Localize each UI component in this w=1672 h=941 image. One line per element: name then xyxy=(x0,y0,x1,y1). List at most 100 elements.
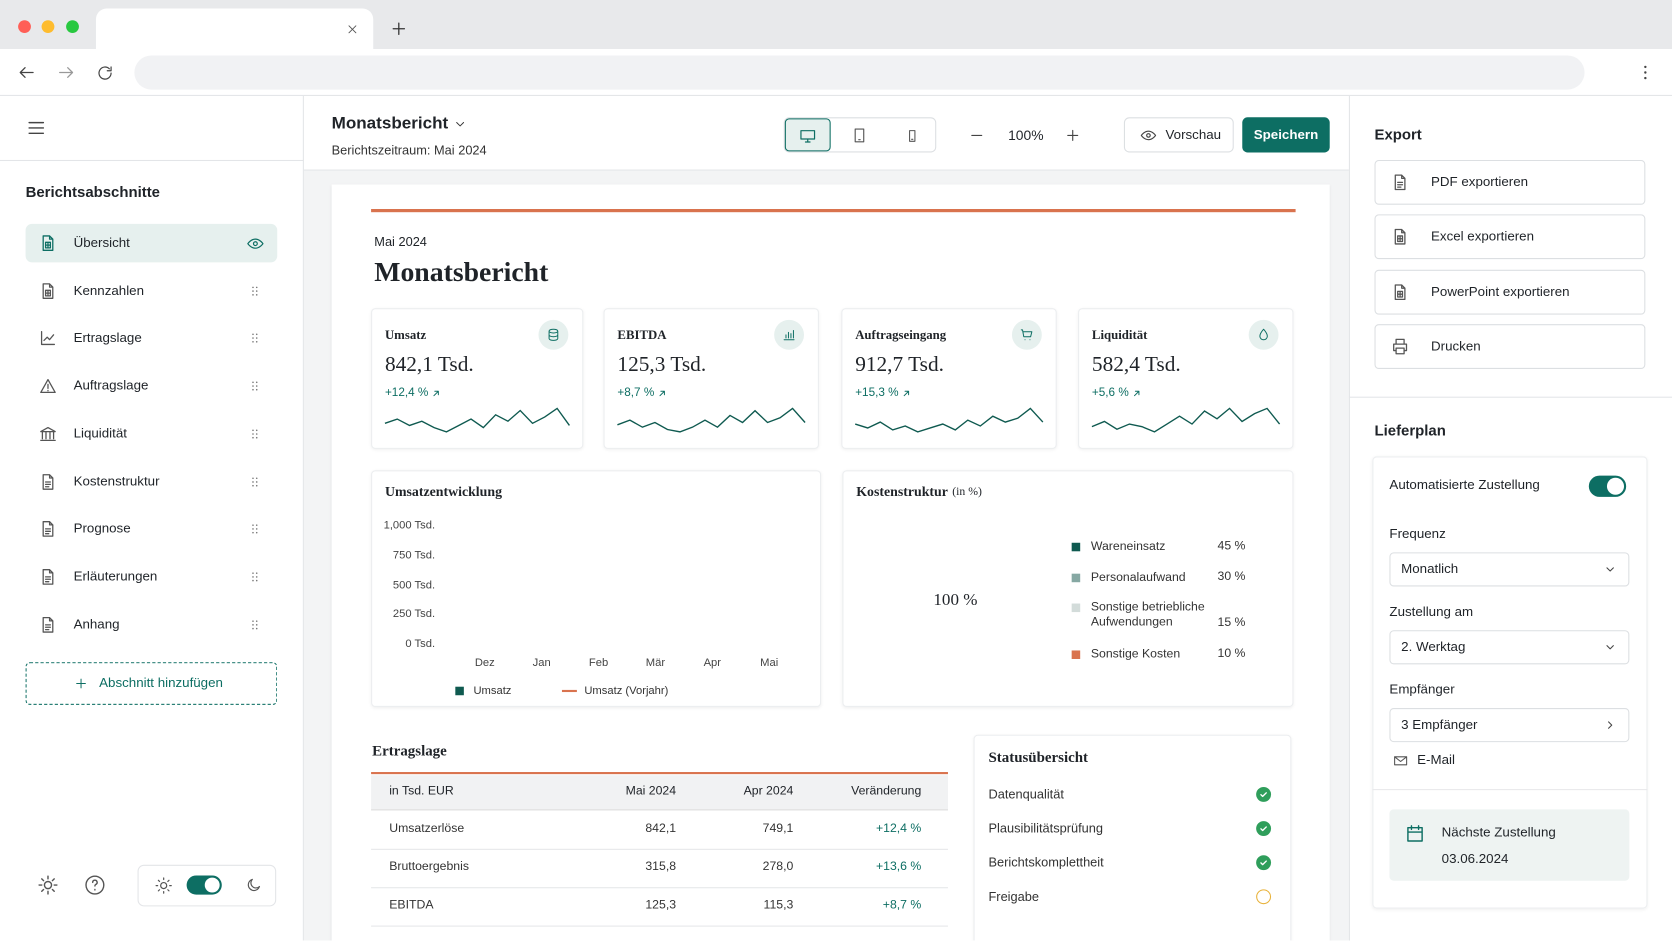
drag-handle xyxy=(252,476,258,486)
kpi-change: +15,3 % xyxy=(855,386,899,400)
panel-title: Lieferplan xyxy=(1374,421,1446,439)
zoom-level: 100% xyxy=(1008,127,1044,144)
window-control[interactable] xyxy=(66,20,79,34)
kpi-icon-bg xyxy=(1011,319,1042,350)
nav-icon-shape xyxy=(42,473,54,490)
kpi-change: +8,7 % xyxy=(617,386,655,400)
x-tick-label: Mär xyxy=(645,656,666,670)
kpi-label: EBITDA xyxy=(617,327,667,343)
export-button[interactable] xyxy=(1374,269,1646,315)
theme-switch-box xyxy=(137,864,277,907)
window-control[interactable] xyxy=(18,20,31,34)
calendar-icon xyxy=(1407,825,1423,842)
nav-item[interactable] xyxy=(26,319,278,357)
kpi-icon-bg xyxy=(774,319,805,350)
export-button[interactable] xyxy=(1374,324,1646,369)
select-value: Monatlich xyxy=(1401,561,1459,577)
trend-arrow-shape xyxy=(1133,390,1140,397)
calendar-icon-shape xyxy=(1407,825,1423,842)
export-button[interactable] xyxy=(1374,159,1646,205)
column-header: Mai 2024 xyxy=(625,784,677,798)
nav-item[interactable] xyxy=(26,510,278,548)
nav-icon xyxy=(40,379,56,394)
next-delivery xyxy=(1389,809,1630,881)
select-chevron xyxy=(1606,645,1614,650)
divider xyxy=(0,159,304,162)
select-chevron-shape xyxy=(1606,645,1614,650)
nav-item[interactable] xyxy=(26,415,278,453)
legend-label: Sonstige betriebliche Aufwendungen xyxy=(1090,601,1205,630)
select-field[interactable] xyxy=(1389,552,1630,587)
browser-menu xyxy=(1644,65,1647,80)
table-cell: +12,4 % xyxy=(875,822,922,836)
toggle-label: Automatisierte Zustellung xyxy=(1389,477,1540,493)
forward-button-shape xyxy=(59,67,74,78)
status-label: Berichtskomplettheit xyxy=(988,854,1104,870)
status-done xyxy=(1256,821,1272,837)
column-header: Apr 2024 xyxy=(743,784,794,798)
drag-handle-shape xyxy=(252,524,258,534)
divider xyxy=(1348,95,1350,941)
export-icon-shape xyxy=(1393,338,1408,355)
nav-item[interactable] xyxy=(26,367,278,405)
nav-icon-shape xyxy=(42,521,54,537)
desktop-icon xyxy=(799,129,815,143)
window-control[interactable] xyxy=(41,20,55,34)
save-button[interactable] xyxy=(1242,117,1330,153)
drag-handle-shape xyxy=(252,381,258,391)
nav-icon xyxy=(42,235,54,251)
export-icon-shape xyxy=(1394,174,1406,191)
nav-icon-shape xyxy=(40,331,56,346)
menu-button-shape xyxy=(28,121,45,135)
value-label: 10 % xyxy=(1217,647,1246,661)
settings-button-shape xyxy=(38,875,58,895)
table-cell: 749,1 xyxy=(762,822,794,836)
trend-arrow xyxy=(433,390,439,397)
select-field[interactable] xyxy=(1389,708,1630,743)
drag-handle xyxy=(252,619,258,629)
export-button[interactable] xyxy=(1374,214,1646,260)
divider xyxy=(303,169,1349,171)
nav-item[interactable] xyxy=(26,272,278,310)
check-mark-shape xyxy=(1260,826,1267,832)
check-mark-shape xyxy=(1260,860,1267,866)
back-button-shape xyxy=(19,67,34,78)
legend-label: Umsatz xyxy=(473,684,512,698)
nav-icon xyxy=(42,473,54,490)
trend-arrow xyxy=(1133,390,1140,397)
kpi-icon xyxy=(1020,329,1033,341)
kpi-change: +5,6 % xyxy=(1091,386,1129,400)
export-label: PowerPoint exportieren xyxy=(1431,284,1570,300)
export-icon xyxy=(1394,284,1406,301)
drag-handle-shape xyxy=(252,286,258,296)
value-label: 30 % xyxy=(1217,570,1246,584)
help-button-shape xyxy=(85,875,105,895)
legend-swatch xyxy=(1071,573,1081,583)
export-label: Excel exportieren xyxy=(1431,228,1534,244)
y-tick-label: 0 Tsd. xyxy=(405,637,436,651)
dark-icon xyxy=(247,878,261,892)
check-mark xyxy=(1260,860,1267,866)
dark-icon-shape xyxy=(247,878,261,892)
add-section-label: Abschnitt hinzufügen xyxy=(99,675,223,691)
select-field[interactable] xyxy=(1389,630,1630,665)
status-card xyxy=(973,734,1292,941)
address-bar[interactable] xyxy=(134,55,1585,90)
tab-close xyxy=(347,24,356,33)
x-tick-label: Mai xyxy=(760,656,779,670)
table-cell: +13,6 % xyxy=(875,860,922,874)
column-header: in Tsd. EUR xyxy=(389,784,454,798)
add-section-button[interactable] xyxy=(25,662,278,705)
nav-label: Kostenstruktur xyxy=(73,473,160,489)
active-item[interactable] xyxy=(25,223,278,263)
browser-tab[interactable] xyxy=(95,8,374,50)
nav-icon-shape xyxy=(40,426,56,441)
row-divider xyxy=(371,925,948,927)
kpi-icon-shape xyxy=(783,329,795,341)
nav-label: Auftragslage xyxy=(73,378,149,394)
zoom-in xyxy=(1067,129,1079,141)
device-desktop[interactable] xyxy=(784,118,831,152)
nav-item[interactable] xyxy=(26,605,278,643)
table-cell: 278,0 xyxy=(762,860,794,874)
nav-icon xyxy=(42,282,54,299)
